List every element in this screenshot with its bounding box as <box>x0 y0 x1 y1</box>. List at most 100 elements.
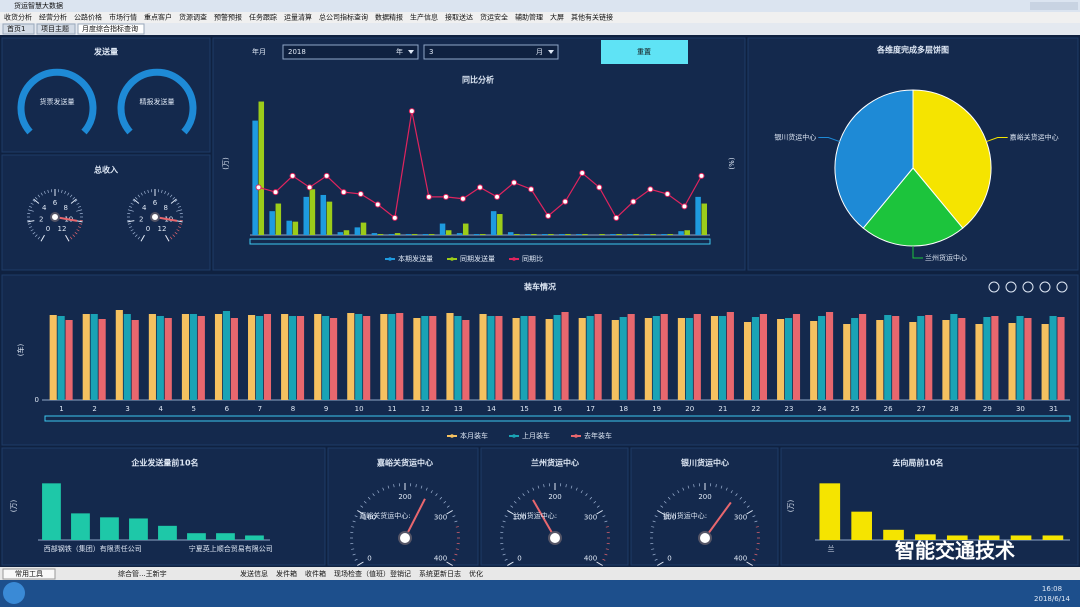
line-marker <box>630 198 637 205</box>
chart-title: 兰州货运中心 <box>531 458 579 468</box>
gauge-minor-tick <box>30 229 34 232</box>
bar <box>975 324 983 400</box>
menu-item[interactable]: 公路价格 <box>74 13 102 22</box>
menu-item[interactable]: 任务跟踪 <box>249 13 277 22</box>
bar <box>411 234 418 235</box>
menu-item[interactable]: 数据精报 <box>375 13 403 22</box>
gauge-minor-tick <box>352 520 356 523</box>
panel-title: 总收入 <box>94 165 118 175</box>
menu-item[interactable]: 市场行情 <box>109 13 137 22</box>
status-item[interactable]: 发送信息 <box>240 569 268 578</box>
bar <box>148 314 156 400</box>
status-item[interactable]: 现场检查（值班）登销记 <box>334 569 411 578</box>
x-tick-label: 11 <box>388 405 397 413</box>
bar <box>627 234 633 235</box>
line-marker <box>579 170 586 177</box>
tool-icon[interactable] <box>1022 281 1034 293</box>
gauge-minor-tick <box>651 548 655 550</box>
bar <box>819 483 841 540</box>
bar <box>859 314 867 400</box>
gauge-minor-tick <box>504 515 508 518</box>
month-unit: 月 <box>536 48 543 56</box>
gauge-minor-tick <box>176 229 180 232</box>
reset-button[interactable] <box>601 40 688 64</box>
pie-slice <box>834 89 914 229</box>
gauge-tick-label: 300 <box>584 514 597 522</box>
tool-button[interactable] <box>2 568 56 580</box>
menu-item[interactable]: 经营分析 <box>39 13 67 22</box>
tool-icon[interactable] <box>1039 281 1051 293</box>
bar <box>851 511 872 540</box>
menu-item[interactable]: 货运安全 <box>480 13 508 22</box>
gauge-tick <box>33 198 40 204</box>
menu-item[interactable]: 预警预报 <box>214 13 242 22</box>
tab[interactable] <box>36 23 76 35</box>
bar <box>751 317 760 400</box>
pie-label: 嘉峪关货运中心 <box>1010 133 1059 142</box>
legend-dot <box>450 257 454 261</box>
gauge-minor-tick <box>735 493 738 497</box>
bar <box>818 316 826 400</box>
pie-label: 银川货运中心 <box>774 133 816 142</box>
bar <box>314 314 322 400</box>
window-controls[interactable] <box>1030 2 1078 10</box>
gauge-tick <box>657 510 664 515</box>
bar <box>1049 316 1057 400</box>
legend-label: 上月装车 <box>522 431 550 440</box>
tab-label: 首页1 <box>7 24 25 33</box>
zoom-slider[interactable] <box>249 238 711 245</box>
status-item[interactable]: 收件箱 <box>305 569 326 578</box>
gauge-minor-tick <box>430 490 433 494</box>
month-select[interactable] <box>423 44 559 60</box>
gauge-label: 银川货运中心: <box>663 511 707 520</box>
tab[interactable] <box>77 23 145 35</box>
menu-item[interactable]: 总公司指标查询 <box>319 13 368 22</box>
gauge-minor-tick <box>363 500 367 504</box>
status-item[interactable]: 优化 <box>469 569 483 578</box>
gauge-minor-tick <box>172 196 176 200</box>
tab[interactable] <box>2 23 35 35</box>
menu-item[interactable]: 辅助管理 <box>515 13 543 22</box>
x-tick-label: 25 <box>851 405 860 413</box>
menu-item[interactable]: 接取送达 <box>445 13 473 22</box>
gauge-tick <box>507 510 514 515</box>
tab-label: 项目主题 <box>41 24 69 33</box>
gauge-minor-tick <box>354 515 358 518</box>
gauge-minor-tick <box>28 226 33 229</box>
gauge-tick-label: 0 <box>46 225 50 233</box>
tool-icon[interactable] <box>1056 281 1068 293</box>
gauge-minor-tick <box>532 487 535 491</box>
bar <box>667 234 673 235</box>
bar <box>462 320 470 400</box>
gauge-tick <box>746 561 753 566</box>
menu-item[interactable]: 运量清算 <box>284 13 312 22</box>
tab-bar <box>0 23 1080 35</box>
gauge-minor-tick <box>454 553 458 556</box>
x-tick-label: 22 <box>751 405 760 413</box>
menu-item[interactable]: 货源调查 <box>179 13 207 22</box>
gauge-tick-label: 300 <box>434 514 447 522</box>
bar <box>129 518 148 540</box>
x-tick-label: 16 <box>553 405 562 413</box>
menu-item[interactable]: 生产信息 <box>410 13 438 22</box>
tool-icon[interactable] <box>1005 281 1017 293</box>
menu-item[interactable]: 收货分析 <box>4 13 32 22</box>
bar <box>611 320 619 400</box>
menu-item[interactable]: 重点客户 <box>144 13 172 22</box>
bar <box>322 316 330 400</box>
bar <box>57 316 65 400</box>
start-button[interactable] <box>3 582 25 604</box>
zoom-slider[interactable] <box>44 415 1071 422</box>
gauge-minor-tick <box>74 199 78 203</box>
status-item[interactable]: 系统更新日志 <box>419 569 461 578</box>
status-item[interactable]: 发件箱 <box>276 569 297 578</box>
gauge-minor-tick <box>746 505 750 508</box>
gauge-tick-label: 400 <box>584 555 597 563</box>
x-tick-label: 12 <box>421 405 430 413</box>
menu-item[interactable]: 大屏 <box>550 13 564 22</box>
menu-item[interactable]: 其他有关链接 <box>571 13 613 22</box>
panel <box>630 447 779 566</box>
year-select[interactable] <box>282 44 419 60</box>
tool-icon[interactable] <box>988 281 1000 293</box>
legend-dot <box>450 434 454 438</box>
